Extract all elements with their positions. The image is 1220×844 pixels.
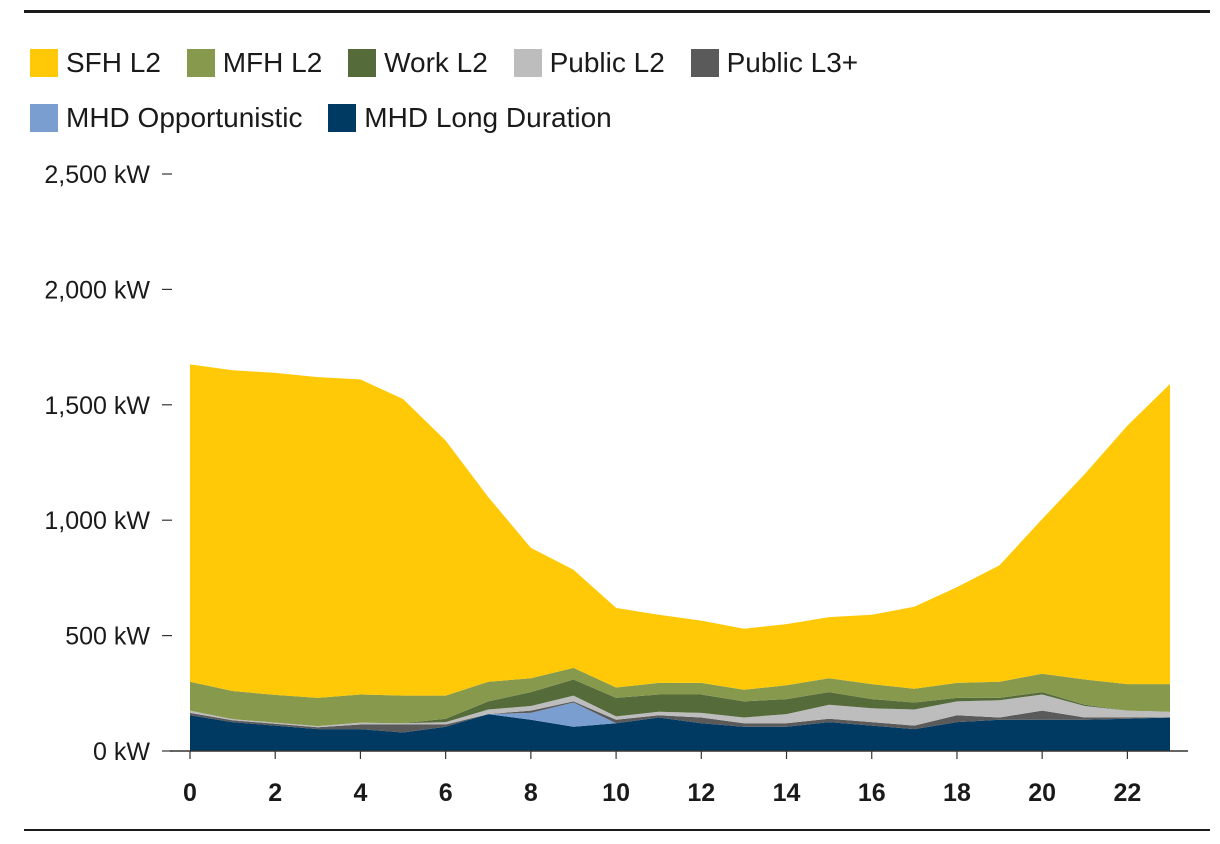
y-tick-label-2500: 2,500 kW <box>44 161 150 189</box>
x-tick-label-22: 22 <box>1113 779 1141 807</box>
y-tick-label-2000: 2,000 kW <box>44 276 150 304</box>
x-tick-label-14: 14 <box>773 779 801 807</box>
x-tick-label-10: 10 <box>602 779 630 807</box>
legend-item-mfh-l2: MFH L2 <box>186 38 323 88</box>
x-tick-label-20: 20 <box>1028 779 1056 807</box>
legend-label-sfh-l2: SFH L2 <box>66 47 161 78</box>
x-tick-label-2: 2 <box>268 779 282 807</box>
x-tick-label-16: 16 <box>858 779 886 807</box>
y-tick-label-1000: 1,000 kW <box>44 507 150 535</box>
top-rule <box>24 10 1210 13</box>
legend-swatch-mfh-l2 <box>186 49 215 77</box>
y-tick-label-500: 500 kW <box>65 623 150 651</box>
legend-label-public-l2: Public L2 <box>549 47 665 78</box>
x-tick-label-12: 12 <box>687 779 715 807</box>
legend-item-mhd-long-duration: MHD Long Duration <box>328 93 612 143</box>
area-mhd-long-duration <box>190 714 1170 751</box>
x-tick-label-0: 0 <box>183 779 197 807</box>
area-public-l3 <box>190 701 1170 733</box>
bottom-rule <box>24 829 1210 831</box>
x-tick-label-4: 4 <box>353 779 367 807</box>
area-sfh-l2 <box>190 364 1170 698</box>
y-tick-label-1500: 1,500 kW <box>44 392 150 420</box>
legend-label-work-l2: Work L2 <box>384 47 488 78</box>
legend-swatch-mhd-opportunistic <box>30 104 58 132</box>
y-tick-label-0: 0 kW <box>93 738 150 766</box>
legend-item-public-l3: Public L3+ <box>690 38 859 88</box>
legend-swatch-public-l2 <box>513 49 542 77</box>
legend-swatch-work-l2 <box>348 49 377 77</box>
area-public-l2 <box>190 694 1170 728</box>
legend-swatch-mhd-long-duration <box>328 104 357 132</box>
area-mfh-l2 <box>190 667 1170 727</box>
legend-item-public-l2: Public L2 <box>513 38 665 88</box>
chart-legend: SFH L2 MFH L2 Work L2 Public L2 Public L… <box>30 38 1030 148</box>
legend-swatch-sfh-l2 <box>30 49 58 77</box>
x-tick-label-6: 6 <box>439 779 453 807</box>
legend-label-mhd-long-duration: MHD Long Duration <box>364 102 612 133</box>
legend-item-work-l2: Work L2 <box>348 38 488 88</box>
legend-item-sfh-l2: SFH L2 <box>30 38 161 88</box>
x-tick-label-18: 18 <box>943 779 971 807</box>
area-work-l2 <box>190 679 1170 727</box>
legend-item-mhd-opportunistic: MHD Opportunistic <box>30 93 303 143</box>
x-tick-label-8: 8 <box>524 779 538 807</box>
legend-label-mfh-l2: MFH L2 <box>222 47 323 78</box>
legend-label-mhd-opportunistic: MHD Opportunistic <box>66 102 303 133</box>
legend-swatch-public-l3 <box>690 49 719 77</box>
legend-label-public-l3: Public L3+ <box>726 47 859 78</box>
